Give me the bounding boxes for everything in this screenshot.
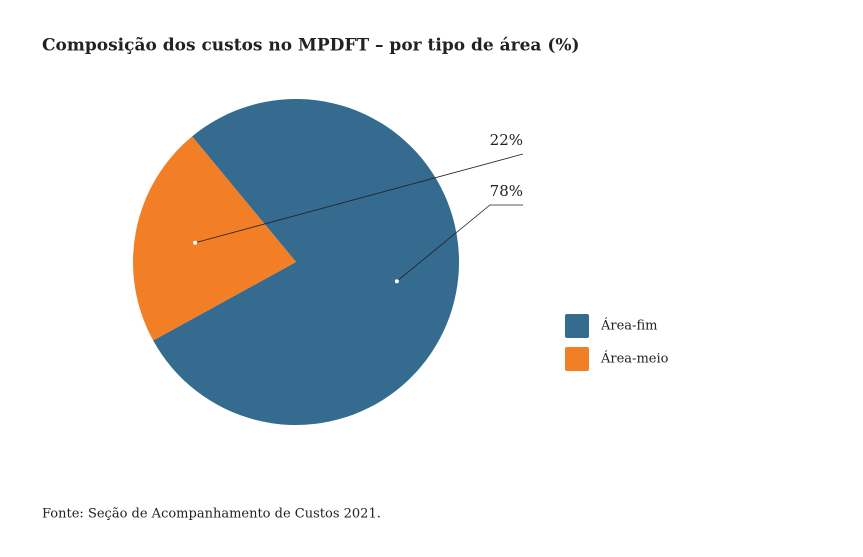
legend-label: Área-meio bbox=[600, 351, 669, 367]
chart-title: Composição dos custos no MPDFT – por tip… bbox=[42, 36, 580, 56]
leader-line bbox=[195, 153, 524, 244]
pie-slice bbox=[153, 98, 459, 425]
leader-line bbox=[396, 204, 523, 282]
source-note: Fonte: Seção de Acompanhamento de Custos… bbox=[42, 507, 381, 522]
legend-label: Área-fim bbox=[600, 318, 657, 334]
leader-dot bbox=[394, 279, 399, 284]
legend-swatch bbox=[565, 314, 589, 338]
data-label: 78% bbox=[490, 182, 523, 200]
leader-dot bbox=[193, 240, 198, 245]
data-label: 22% bbox=[490, 131, 523, 149]
pie-slice bbox=[133, 136, 296, 341]
legend-swatch bbox=[565, 347, 589, 371]
